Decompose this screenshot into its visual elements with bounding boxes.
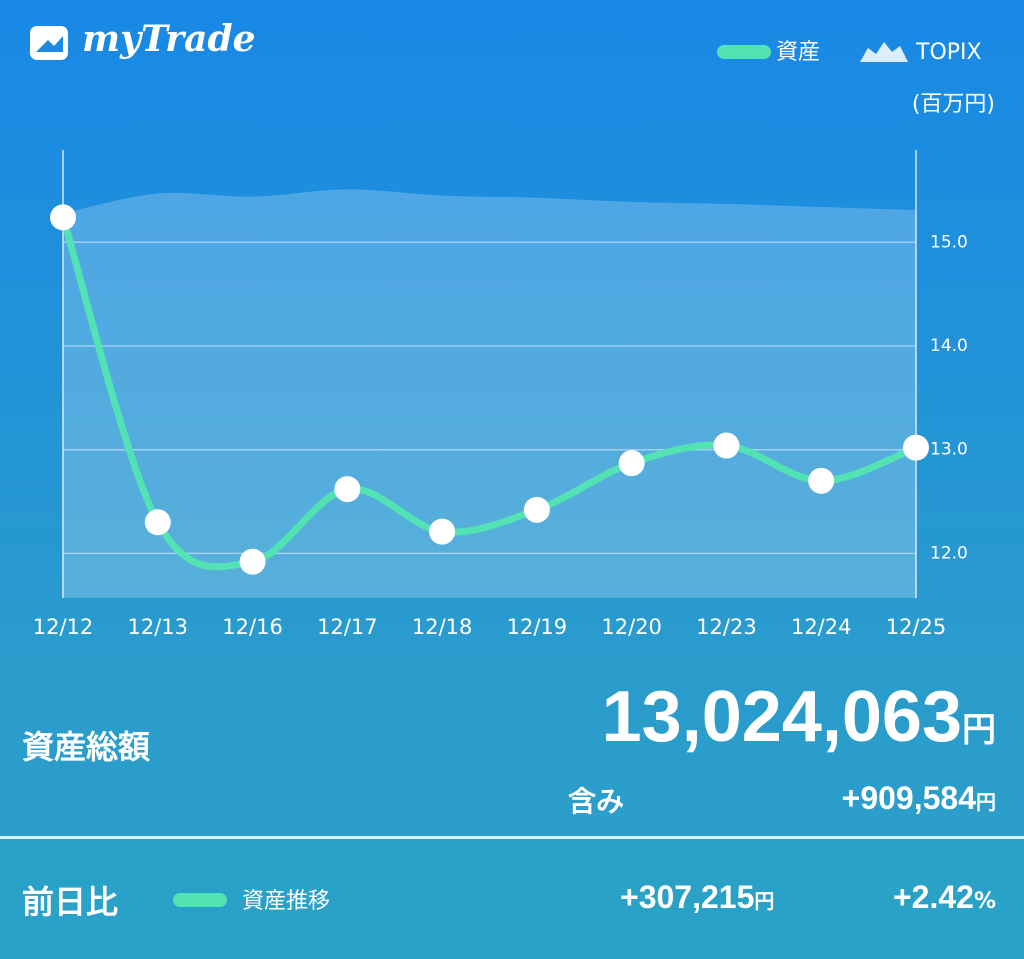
- daily-panel: 前日比 資産推移 +307,215 円 +2.42 %: [0, 836, 1024, 959]
- logo: myTrade: [82, 18, 256, 60]
- x-tick-label: 12/25: [886, 615, 947, 639]
- x-tick-label: 12/13: [128, 615, 189, 639]
- legend-swatch: [860, 42, 908, 62]
- daily-pct: +2.42 %: [893, 879, 996, 916]
- total-unit: 円: [962, 710, 996, 750]
- y-tick-label: 13.0: [930, 440, 968, 460]
- y-tick-label: 12.0: [930, 543, 968, 563]
- pct-unit: %: [973, 889, 996, 914]
- data-point: [239, 548, 266, 575]
- legend-label: 資産: [776, 40, 820, 65]
- total-label: 資産総額: [22, 728, 151, 766]
- x-tick-label: 12/17: [317, 615, 378, 639]
- legend-swatch: [717, 45, 771, 59]
- gain-value: +909,584: [841, 780, 976, 816]
- data-point: [523, 496, 550, 523]
- gain: +909,584 円: [842, 780, 996, 817]
- change-pct: +2.42: [892, 879, 974, 915]
- topix-area: [63, 189, 916, 598]
- gain-label: 含み: [568, 785, 625, 818]
- daily-change: +307,215 円: [620, 879, 774, 916]
- total-value: 13,024,063: [601, 677, 962, 757]
- change-value: +307,215: [620, 879, 755, 915]
- data-point: [429, 518, 456, 545]
- data-point: [808, 467, 835, 494]
- legend-label: TOPIX: [915, 40, 982, 65]
- plot-area: 12.0 13.0 14.0 15.0 12/12 12/13 12/16 12/17 12/1…: [33, 150, 968, 639]
- data-point: [618, 450, 645, 477]
- logo-icon-mark: [36, 36, 63, 52]
- x-tick-label: 12/20: [601, 615, 662, 639]
- x-tick-label: 12/12: [33, 615, 94, 639]
- daily-legend: 資産推移: [242, 889, 331, 914]
- x-tick-label: 12/18: [412, 615, 473, 639]
- y-tick-label: 15.0: [930, 232, 968, 252]
- data-point: [713, 432, 740, 459]
- data-point: [50, 204, 76, 231]
- change-unit: 円: [754, 889, 775, 913]
- x-tick-label: 12/19: [507, 615, 568, 639]
- x-tick-label: 12/16: [222, 615, 283, 639]
- data-point: [903, 434, 929, 461]
- daily-label: 前日比: [22, 883, 119, 921]
- x-tick-label: 12/23: [696, 615, 757, 639]
- gain-unit: 円: [976, 790, 996, 814]
- total: 13,024,063 円: [602, 676, 996, 758]
- x-tick-label: 12/24: [791, 615, 852, 639]
- data-point: [334, 476, 361, 503]
- chart: myTrade (百万円) 12.0 13.0 14.0 15.0 12/12 12/13…: [33, 18, 995, 639]
- unit-label: (百万円): [912, 92, 995, 117]
- daily-legend-swatch: [173, 893, 227, 907]
- y-tick-label: 14.0: [930, 336, 968, 356]
- data-point: [144, 509, 171, 536]
